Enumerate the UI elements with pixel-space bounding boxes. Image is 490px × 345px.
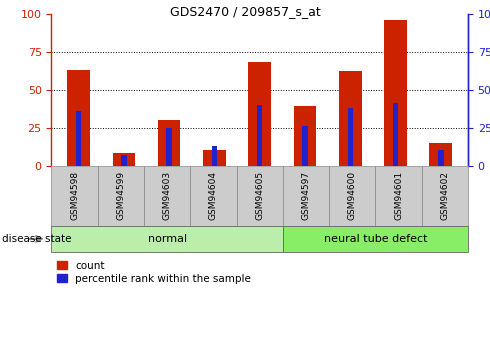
Text: GSM94603: GSM94603	[163, 171, 172, 220]
Text: GSM94605: GSM94605	[255, 171, 264, 220]
Text: normal: normal	[147, 234, 187, 244]
Bar	[257, 105, 263, 166]
Text: GSM94597: GSM94597	[301, 171, 311, 220]
Bar	[339, 71, 362, 166]
Bar	[393, 104, 398, 166]
Bar	[294, 106, 316, 166]
Bar	[203, 150, 226, 166]
Text: GSM94599: GSM94599	[116, 171, 125, 220]
Bar	[158, 120, 180, 166]
Bar	[429, 143, 452, 166]
Bar	[347, 108, 353, 166]
Text: GSM94598: GSM94598	[70, 171, 79, 220]
Bar	[302, 126, 308, 166]
Text: GSM94604: GSM94604	[209, 171, 218, 220]
Legend: count, percentile rank within the sample: count, percentile rank within the sample	[57, 260, 251, 284]
Text: GDS2470 / 209857_s_at: GDS2470 / 209857_s_at	[170, 5, 320, 18]
Bar	[438, 150, 443, 166]
Bar	[167, 128, 172, 166]
Text: GSM94601: GSM94601	[394, 171, 403, 220]
Bar	[212, 146, 217, 166]
Text: neural tube defect: neural tube defect	[323, 234, 427, 244]
Bar	[76, 111, 81, 166]
Bar	[67, 70, 90, 166]
Bar	[113, 154, 135, 166]
Bar	[121, 155, 126, 166]
Bar	[248, 62, 271, 166]
Bar	[384, 20, 407, 166]
Text: GSM94600: GSM94600	[348, 171, 357, 220]
Text: disease state: disease state	[2, 234, 72, 244]
Text: GSM94602: GSM94602	[441, 171, 449, 220]
